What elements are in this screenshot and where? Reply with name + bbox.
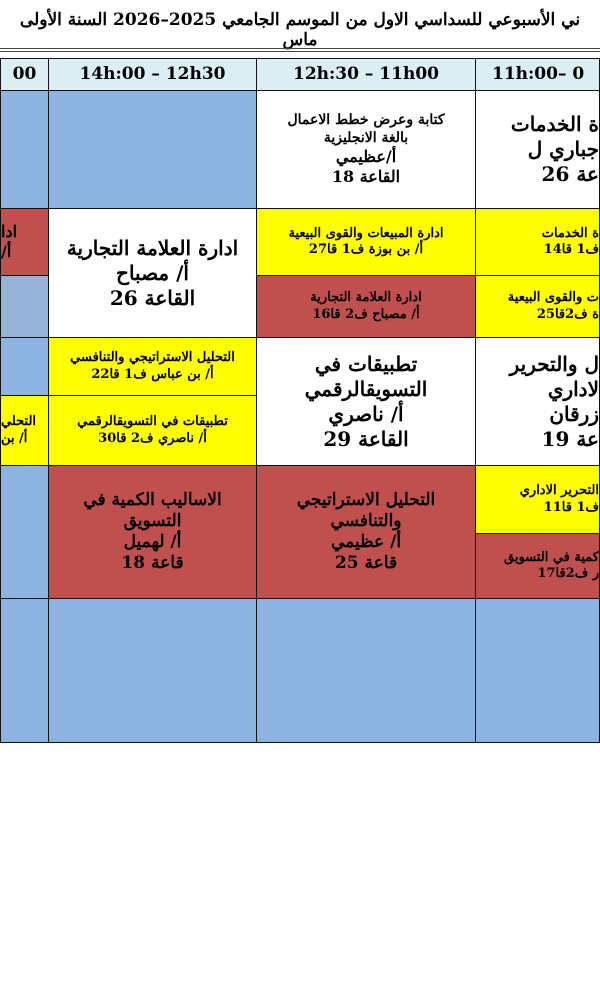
empty-cell [48, 90, 257, 209]
title-rule [0, 48, 600, 49]
room: عة 26 [541, 162, 599, 186]
course-name: كتابة وعرض خطط الاعمال [287, 112, 445, 128]
header-time-2: 12h:30 – 11h00 [256, 58, 476, 91]
course-name: بالغة الانجليزية [323, 129, 409, 146]
header-time-1: 11h:00– 0 [475, 58, 600, 91]
course-name: التحليل الاستراتيجي [296, 489, 436, 510]
course-name: ادارة العلامة التجارية [66, 235, 239, 260]
empty-cell [0, 275, 49, 338]
details: أ/ بن بوزة ف1 قا27 [308, 242, 424, 257]
course-name: تطبيقات في [314, 351, 418, 376]
course-name: ت والقوى البيعية [507, 290, 599, 306]
empty-cell [256, 598, 476, 743]
course-name: لاداري [547, 376, 599, 401]
room: قاعة 18 [121, 553, 184, 574]
teacher: أ/ مصباح [116, 260, 189, 285]
empty-cell [0, 337, 49, 396]
details: ف1 قا11 [543, 499, 599, 515]
class-cell: ادارة العلامة التجارية أ/ مصباح ف2 قا16 [256, 275, 476, 338]
empty-cell [475, 598, 600, 743]
teacher: أ/ ناصري [328, 401, 404, 426]
teacher: أ/ لهميل [123, 532, 182, 552]
room: عة 19 [541, 426, 599, 451]
class-cell: الاساليب الكمية في التسويق أ/ لهميل قاعة… [48, 465, 257, 599]
class-cell: ة الخدمات ف1 قا14 [475, 208, 600, 276]
teacher: أ/ [1, 242, 12, 261]
course-name: ادارة المبيعات والقوى البيعية [288, 225, 444, 241]
course-name: كمية في التسويق [504, 549, 599, 565]
details: أ/ بن عباس ف1 قا22 [91, 366, 214, 382]
page-title: ني الأسبوعي للسداسي الاول من الموسم الجا… [19, 10, 581, 51]
details: ر ف2قا17 [537, 566, 599, 581]
course-name: التحرير الاداري [519, 483, 599, 499]
class-cell: ادارة العلامة التجارية أ/ مصباح القاعة 2… [48, 208, 257, 338]
teacher: زرقان [549, 401, 599, 426]
class-cell: ادا أ/ [0, 208, 49, 276]
course-name: التسويق [123, 510, 182, 531]
course-name: جباري ل [527, 137, 599, 161]
room: القاعة 26 [109, 285, 196, 310]
course-name: والتنافسي [330, 510, 402, 531]
class-cell: التحلي أ/ بن [0, 395, 49, 466]
class-cell: تطبيقات في التسويقالرقمي أ/ ناصري القاعة… [256, 337, 476, 466]
class-cell: ت والقوى البيعية ة ف2قا25 [475, 275, 600, 338]
class-cell: كمية في التسويق ر ف2قا17 [475, 533, 600, 599]
details: أ/ ناصري ف2 قا30 [98, 430, 207, 446]
room: القاعة 18 [331, 167, 401, 186]
course-name: الاساليب الكمية في [83, 489, 222, 510]
title-rule [0, 51, 600, 52]
teacher: أ/عظيمي [335, 147, 397, 166]
empty-cell [0, 90, 49, 209]
class-cell: تطبيقات في التسويقالرقمي أ/ ناصري ف2 قا3… [48, 395, 257, 466]
course-name: التحليل الاستراتيجي والتنافسي [70, 350, 235, 366]
empty-cell [0, 598, 49, 743]
class-cell: ة الخدمات جباري ل عة 26 [475, 90, 600, 209]
class-cell: التحرير الاداري ف1 قا11 [475, 465, 600, 534]
class-cell: كتابة وعرض خطط الاعمال بالغة الانجليزية … [256, 90, 476, 209]
course-name: ة الخدمات [510, 112, 599, 136]
course-name: ة الخدمات [541, 225, 599, 241]
room: قاعة 25 [334, 553, 398, 574]
course-name: ل والتحرير [509, 351, 599, 376]
class-cell: ادارة المبيعات والقوى البيعية أ/ بن بوزة… [256, 208, 476, 276]
details: أ/ مصباح ف2 قا16 [312, 306, 420, 322]
course-name: ادا [1, 222, 18, 241]
class-cell: التحليل الاستراتيجي والتنافسي أ/ عظيمي ق… [256, 465, 476, 599]
empty-cell [48, 598, 257, 743]
course-name: التسويقالرقمي [304, 376, 428, 401]
course-name: التحلي [1, 414, 37, 430]
course-name: ادارة العلامة التجارية [310, 290, 422, 306]
details: ف1 قا14 [543, 242, 599, 257]
empty-cell [0, 465, 49, 599]
class-cell: التحليل الاستراتيجي والتنافسي أ/ بن عباس… [48, 337, 257, 396]
header-time-4: 00 [0, 58, 49, 91]
course-name: تطبيقات في التسويقالرقمي [77, 414, 228, 430]
teacher: أ/ بن [1, 430, 28, 446]
room: القاعة 29 [323, 426, 409, 451]
details: ة ف2قا25 [536, 306, 599, 322]
teacher: أ/ عظيمي [330, 532, 402, 552]
class-cell: ل والتحرير لاداري زرقان عة 19 [475, 337, 600, 466]
header-time-3: 14h:00 – 12h30 [48, 58, 257, 91]
